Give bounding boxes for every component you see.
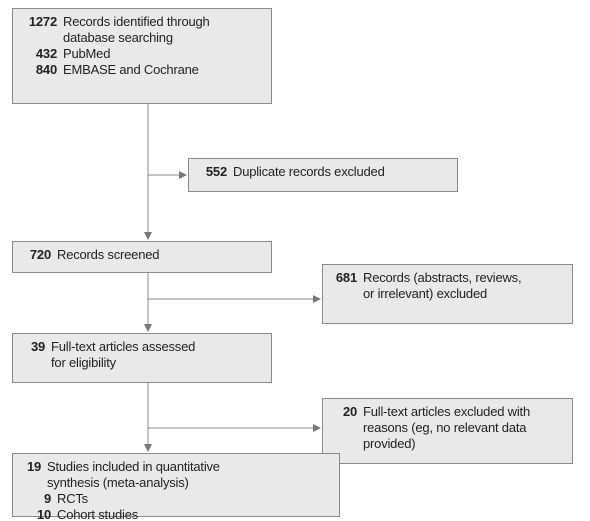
- count: [331, 420, 363, 436]
- text-row: database searching: [21, 30, 263, 46]
- node-box: 720 Records screened: [12, 241, 272, 273]
- sub-row: 840 EMBASE and Cochrane: [21, 62, 263, 78]
- text-row: reasons (eg, no relevant data: [331, 420, 564, 436]
- count: [331, 286, 363, 302]
- node-box: 552 Duplicate records excluded: [188, 158, 458, 192]
- sub-row: 9 RCTs: [21, 491, 331, 507]
- text-row: for eligibility: [21, 355, 263, 371]
- sub-count: 840: [35, 62, 57, 77]
- count: 19: [26, 459, 41, 474]
- count: [21, 355, 51, 371]
- node-box: 681 Records (abstracts, reviews, or irrele…: [322, 264, 573, 324]
- label: synthesis (meta-analysis): [47, 475, 189, 490]
- sub-row: 10 Cohort studies: [21, 507, 331, 521]
- text-row: synthesis (meta-analysis): [21, 475, 331, 491]
- label: Full-text articles excluded with: [363, 404, 530, 419]
- count: 20: [342, 404, 357, 419]
- text-row: 1272 Records identified through: [21, 14, 263, 30]
- count: [21, 30, 63, 46]
- label: Duplicate records excluded: [233, 164, 385, 179]
- label: Records (abstracts, reviews,: [363, 270, 522, 285]
- count: 720: [29, 247, 51, 262]
- label: Full-text articles assessed: [51, 339, 196, 354]
- text-row: 720 Records screened: [21, 247, 263, 263]
- node-box: 19 Studies included in quantitative synthe…: [12, 453, 340, 521]
- sub-count: 9: [43, 491, 51, 506]
- label: database searching: [63, 30, 173, 45]
- sub-label: Cohort studies: [57, 507, 139, 521]
- count: 552: [205, 164, 227, 179]
- node-box: 20 Full-text articles excluded with reason…: [322, 398, 573, 464]
- node-box: 39 Full-text articles assessed for eligibi…: [12, 333, 272, 383]
- count: 1272: [28, 14, 57, 29]
- label: or irrelevant) excluded: [363, 286, 488, 301]
- text-row: provided): [331, 436, 564, 452]
- label: provided): [363, 436, 416, 451]
- count: 39: [30, 339, 45, 354]
- label: for eligibility: [51, 355, 116, 370]
- node-box: 1272 Records identified through database s…: [12, 8, 272, 104]
- text-row: or irrelevant) excluded: [331, 286, 564, 302]
- count: [331, 436, 363, 452]
- label: Records identified through: [63, 14, 210, 29]
- sub-label: PubMed: [63, 46, 111, 61]
- text-row: 681 Records (abstracts, reviews,: [331, 270, 564, 286]
- text-row: 20 Full-text articles excluded with: [331, 404, 564, 420]
- label: Studies included in quantitative: [47, 459, 220, 474]
- text-row: 552 Duplicate records excluded: [197, 164, 449, 180]
- sub-row: 432 PubMed: [21, 46, 263, 62]
- label: reasons (eg, no relevant data: [363, 420, 527, 435]
- sub-label: EMBASE and Cochrane: [63, 62, 199, 77]
- text-row: 19 Studies included in quantitative: [21, 459, 331, 475]
- sub-label: RCTs: [57, 491, 88, 506]
- count: 681: [335, 270, 357, 285]
- text-row: 39 Full-text articles assessed: [21, 339, 263, 355]
- label: Records screened: [57, 247, 160, 262]
- sub-count: 432: [35, 46, 57, 61]
- sub-count: 10: [36, 507, 51, 521]
- count: [21, 475, 47, 491]
